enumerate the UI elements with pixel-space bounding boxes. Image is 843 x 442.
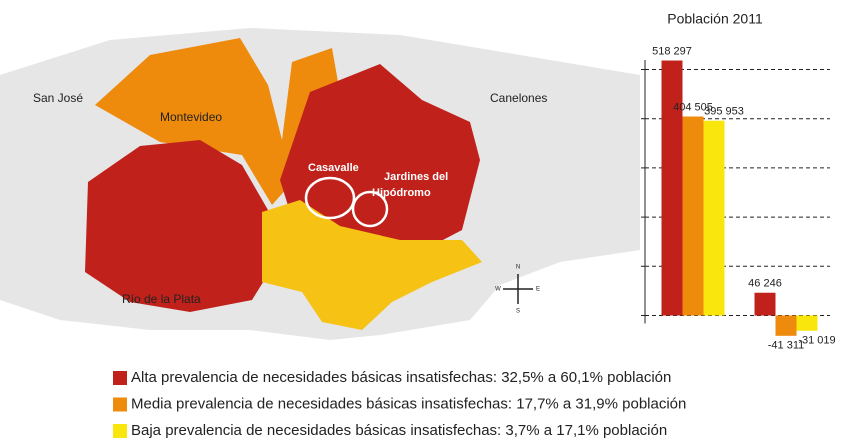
compass-letter: W — [495, 287, 501, 293]
bar — [703, 120, 725, 316]
map-label: Casavalle — [308, 162, 359, 174]
region-orange — [95, 38, 338, 205]
legend-swatch — [113, 371, 127, 385]
compass-letter: N — [516, 265, 520, 271]
map-label: Río de la Plata — [122, 292, 201, 306]
map-label: Jardines del — [384, 171, 448, 183]
bar — [754, 292, 776, 316]
value-label: -31 019 — [798, 335, 835, 347]
legend-label: Alta prevalencia de necesidades básicas … — [131, 369, 671, 386]
region-red-east — [280, 64, 480, 252]
legend-swatch — [113, 397, 127, 412]
value-label: 46 246 — [748, 278, 782, 290]
map-label: Canelones — [490, 91, 547, 105]
chart-title: Población 2011 — [667, 11, 763, 27]
legend-swatch — [113, 424, 127, 438]
value-label: 404 505 — [673, 101, 713, 113]
highlight-jardines — [351, 190, 389, 228]
map-label: Montevideo — [160, 110, 222, 124]
bar — [796, 315, 818, 331]
highlight-casavalle — [304, 176, 356, 220]
map-label: Hipódromo — [372, 187, 431, 199]
bar — [775, 315, 797, 336]
legend-label: Media prevalencia de necesidades básicas… — [131, 395, 686, 412]
legend-label: Baja prevalencia de necesidades básicas … — [131, 422, 667, 439]
value-label: 395 953 — [704, 106, 744, 118]
value-label: 518 297 — [652, 45, 692, 57]
value-label: -41 311 — [768, 340, 805, 352]
compass-letter: S — [516, 309, 520, 315]
region-yellow — [262, 200, 482, 330]
bar — [661, 60, 683, 316]
map-label: San José — [33, 91, 83, 105]
bar — [682, 116, 704, 316]
compass: N S W E — [495, 265, 540, 315]
compass-letter: E — [536, 287, 540, 293]
region-red-west — [85, 140, 278, 312]
map: San José Montevideo Canelones Casavalle … — [0, 28, 640, 340]
